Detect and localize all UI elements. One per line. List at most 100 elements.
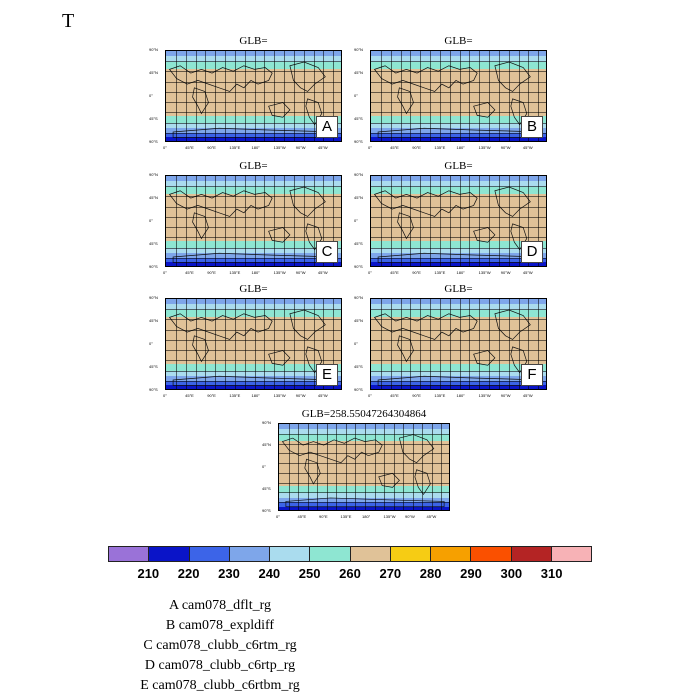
grid-line <box>518 51 520 141</box>
grid-line <box>449 299 451 389</box>
grid-line <box>264 176 266 266</box>
lat-tick-label: 0° <box>262 464 266 469</box>
contour-band <box>371 304 546 310</box>
grid-line <box>469 299 471 389</box>
contour-band <box>166 186 341 194</box>
grid-line <box>420 176 422 266</box>
lon-tick-label: 135°W <box>273 393 286 398</box>
grid-line <box>439 51 441 141</box>
lon-tick-label: 90°E <box>412 270 421 275</box>
lat-tick-label: 90°S <box>149 264 158 269</box>
lon-tick-label: 135°E <box>434 393 446 398</box>
lon-tick-label: 45°E <box>185 145 194 150</box>
lat-tick-label: 45°S <box>354 364 363 369</box>
map-panel-b: GLB= B 90°N 45°N 0° 45°S 90°S 0° 45°E 90°E 135°E 18… <box>354 35 547 150</box>
lat-tick-label: 45°S <box>149 116 158 121</box>
lon-tick-label: 135°E <box>434 270 446 275</box>
lat-tick-label: 45°S <box>354 116 363 121</box>
grid-line <box>489 299 490 389</box>
grid-line <box>380 299 382 389</box>
grid-line <box>279 472 449 474</box>
coastline <box>268 350 291 366</box>
lon-tick-label: 135°W <box>383 514 396 519</box>
grid-line <box>166 350 341 352</box>
contour-band <box>371 61 546 69</box>
map-panel-a: GLB= A 90°N 45°N 0° 45°S 90°S 0° 45°E 90°E 135°E 18… <box>149 35 342 150</box>
legend-entry: A cam078_dflt_rg <box>168 598 271 613</box>
grid-line <box>459 176 461 266</box>
temperature-map: E <box>165 298 342 390</box>
contour-band <box>166 123 341 129</box>
lat-tick-label: 90°N <box>354 295 363 300</box>
lat-tick-label: 45°S <box>149 241 158 246</box>
grid-line <box>449 176 451 266</box>
grid-line <box>234 176 236 266</box>
grid-line <box>293 51 295 141</box>
contour-band <box>279 429 449 435</box>
grid-line <box>254 176 256 266</box>
grid-line <box>371 309 546 311</box>
lon-tick-label: 90°W <box>500 145 511 150</box>
grid-line <box>371 237 546 239</box>
coastline <box>304 458 321 485</box>
coastline <box>494 61 531 92</box>
colorbar-swatch <box>551 547 591 561</box>
contour-band <box>371 132 546 138</box>
panel-letter-label: E <box>316 364 338 386</box>
contour-band <box>371 128 546 133</box>
lat-tick-label: 0° <box>149 341 153 346</box>
coastline <box>473 102 496 118</box>
colorbar-swatch <box>189 547 230 561</box>
contour-band <box>371 181 546 187</box>
grid-line <box>538 51 540 141</box>
colorbar-label: 260 <box>339 566 361 581</box>
lon-tick-label: 90°W <box>295 393 306 398</box>
grid-line <box>489 176 490 266</box>
lon-tick-label: 180° <box>456 393 465 398</box>
lon-tick-label: 0° <box>163 145 167 150</box>
contour-band <box>371 115 546 123</box>
coastline <box>397 335 414 363</box>
grid-line <box>303 299 305 389</box>
panel-title: GLB= <box>239 283 268 295</box>
grid-line <box>175 176 177 266</box>
grid-line <box>279 463 449 465</box>
grid-line <box>469 51 471 141</box>
lat-tick-label: 0° <box>149 218 153 223</box>
grid-line <box>215 51 217 141</box>
grid-line <box>195 299 197 389</box>
lon-tick-label: 45°E <box>390 145 399 150</box>
colorbar-swatch <box>350 547 391 561</box>
lat-tick-label: 90°S <box>354 387 363 392</box>
coastline <box>397 87 414 115</box>
grid-line <box>166 380 341 382</box>
grid-line <box>166 247 341 249</box>
coastline <box>192 335 209 363</box>
grid-line <box>410 51 412 141</box>
map-panel-e: GLB= E 90°N 45°N 0° 45°S 90°S 0° 45°E 90°E 135°E 18… <box>149 283 342 398</box>
grid-line <box>459 299 461 389</box>
grid-line <box>279 433 449 435</box>
panel-letter-label: C <box>316 241 338 263</box>
grid-line <box>393 424 395 510</box>
panel-title: GLB= <box>239 35 268 47</box>
grid-line <box>166 81 341 83</box>
contour-band <box>166 56 341 62</box>
coastline <box>268 102 291 118</box>
contour-band <box>279 424 449 430</box>
grid-line <box>234 51 236 141</box>
lat-tick-label: 45°S <box>354 241 363 246</box>
grid-line <box>430 299 431 389</box>
grid-line <box>333 299 335 389</box>
grid-line <box>175 299 177 389</box>
lon-tick-label: 135°W <box>273 145 286 150</box>
grid-line <box>441 424 443 510</box>
coastline <box>192 212 209 240</box>
grid-line <box>215 299 217 389</box>
lat-tick-label: 90°N <box>354 47 363 52</box>
lon-tick-label: 0° <box>163 393 167 398</box>
colorbar-swatch <box>109 547 150 561</box>
lon-tick-label: 90°W <box>295 270 306 275</box>
lat-tick-label: 45°N <box>354 70 363 75</box>
grid-line <box>195 51 197 141</box>
